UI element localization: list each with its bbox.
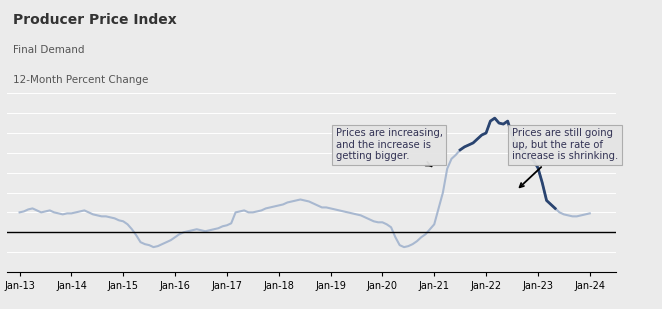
Text: 12-Month Percent Change: 12-Month Percent Change — [13, 75, 148, 85]
Text: Prices are increasing,
and the increase is
getting bigger.: Prices are increasing, and the increase … — [336, 128, 443, 167]
Text: Final Demand: Final Demand — [13, 44, 84, 55]
Text: Prices are still going
up, but the rate of
increase is shrinking.: Prices are still going up, but the rate … — [512, 128, 618, 187]
Text: Producer Price Index: Producer Price Index — [13, 14, 177, 28]
